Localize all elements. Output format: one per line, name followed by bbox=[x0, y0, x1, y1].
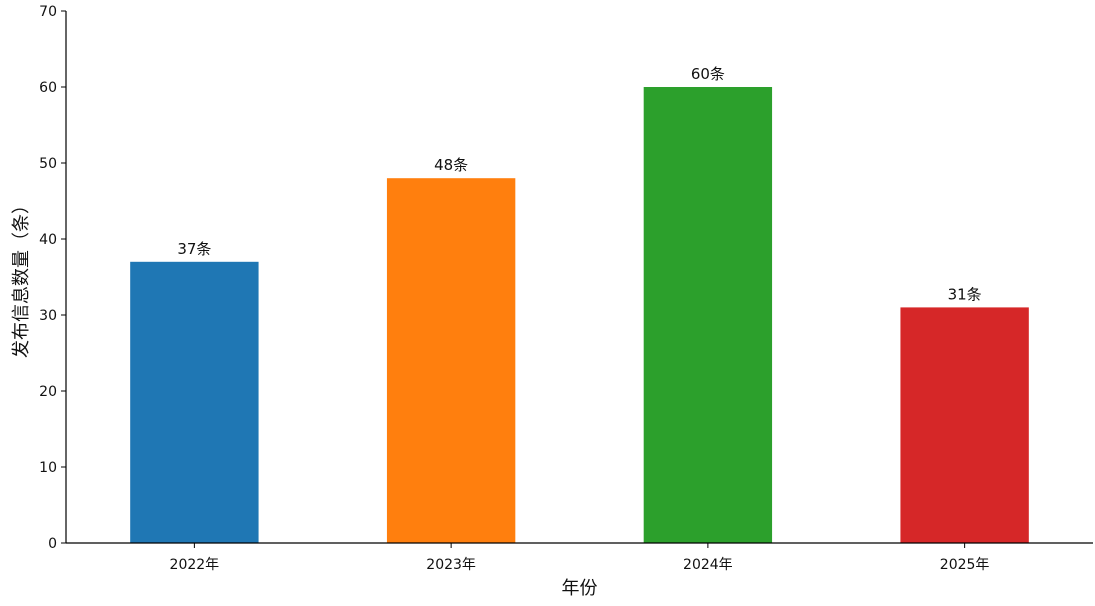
y-tick-label-5: 50 bbox=[39, 156, 57, 172]
y-tick-label-1: 10 bbox=[39, 460, 57, 476]
x-tick-label-2: 2024年 bbox=[683, 557, 733, 573]
bar-0 bbox=[130, 261, 259, 543]
bar-1 bbox=[386, 178, 516, 543]
data-label-3: 31条 bbox=[948, 285, 982, 303]
x-axis-title: 年份 bbox=[562, 578, 598, 599]
data-label-1: 48条 bbox=[434, 156, 468, 174]
y-tick-label-2: 20 bbox=[39, 384, 57, 400]
x-tick-label-0: 2022年 bbox=[170, 557, 220, 573]
y-tick-label-0: 0 bbox=[48, 536, 57, 552]
y-tick-label-4: 40 bbox=[39, 232, 57, 248]
x-tick-label-3: 2025年 bbox=[940, 557, 990, 573]
bar-3 bbox=[900, 307, 1029, 543]
data-label-2: 60条 bbox=[691, 65, 725, 83]
data-label-0: 37条 bbox=[177, 240, 211, 258]
y-axis-title: 发布信息数量（条） bbox=[11, 196, 32, 358]
plot-area: 37条 2022年 48条 2023年 60条 2024年 31条 2025年 0 10 20 30 4… bbox=[39, 4, 1093, 573]
y-tick-label-3: 30 bbox=[39, 308, 57, 324]
x-tick-label-1: 2023年 bbox=[426, 557, 476, 573]
y-tick-label-7: 70 bbox=[39, 4, 57, 20]
bar-2 bbox=[643, 87, 773, 543]
y-tick-label-6: 60 bbox=[39, 80, 57, 96]
